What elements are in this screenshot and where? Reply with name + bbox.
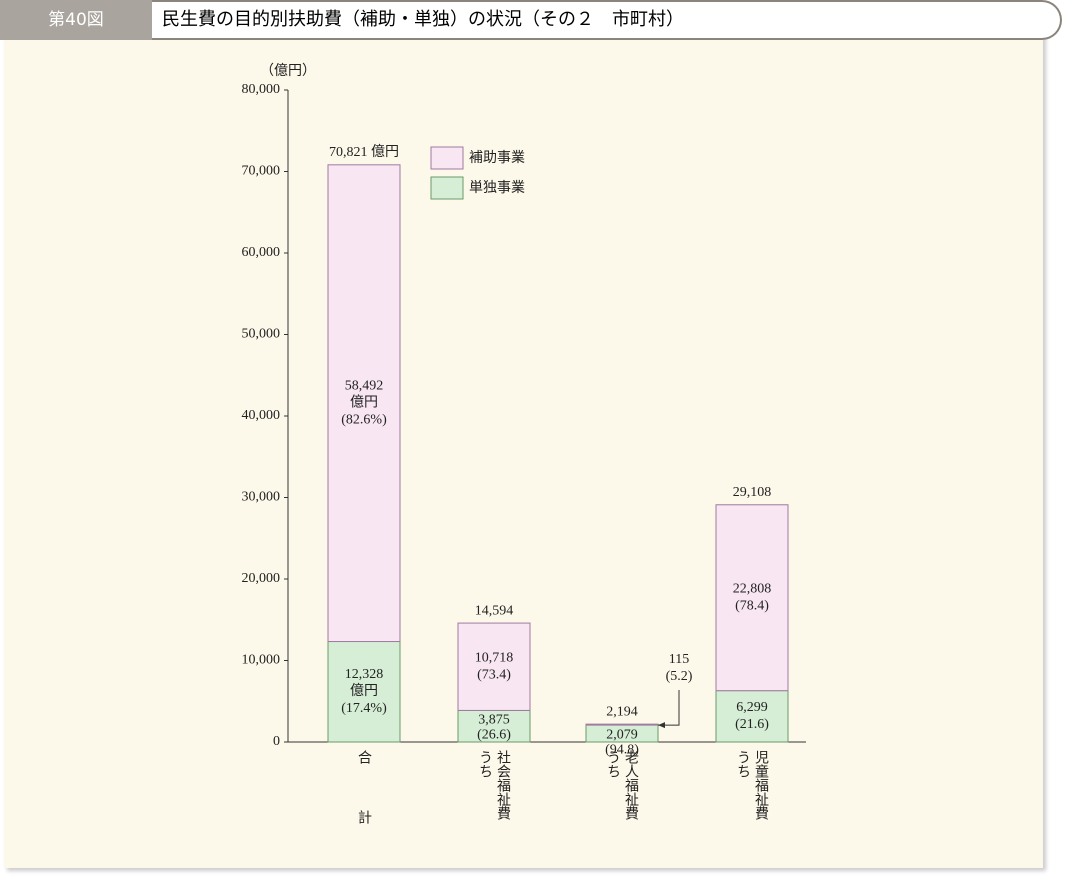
data-label: 億円 xyxy=(350,683,378,699)
total-label: 29,108 xyxy=(733,485,772,500)
data-label: 12,328 xyxy=(345,667,384,682)
bar-segment xyxy=(327,641,401,743)
data-label: 3,875 xyxy=(478,713,510,728)
data-label: (21.6) xyxy=(735,717,769,732)
legend-label: 補助事業 xyxy=(469,150,525,166)
data-label: (73.4) xyxy=(477,667,511,682)
data-label: 115 xyxy=(669,652,689,667)
y-unit: （億円） xyxy=(260,63,316,79)
leader-line xyxy=(658,690,680,726)
y-tick-label: 30,000 xyxy=(242,490,281,505)
data-label: (78.4) xyxy=(735,598,769,613)
bar-segment xyxy=(715,504,789,692)
y-tick-label: 80,000 xyxy=(242,82,281,97)
data-label: 22,808 xyxy=(733,581,772,596)
data-label: 2,079 xyxy=(606,727,638,742)
bar-segment xyxy=(585,723,659,726)
y-tick-label: 10,000 xyxy=(242,653,281,668)
category-label: うち 児童福祉費 xyxy=(735,750,769,820)
data-label: (82.6%) xyxy=(341,412,387,427)
legend-label: 単独事業 xyxy=(469,180,525,196)
total-label: 14,594 xyxy=(475,603,514,618)
y-tick-label: 0 xyxy=(273,734,280,749)
legend-swatch xyxy=(430,176,464,200)
data-label: (17.4%) xyxy=(341,701,387,716)
data-label: 58,492 xyxy=(345,378,384,393)
y-tick-label: 20,000 xyxy=(242,571,281,586)
y-tick-label: 70,000 xyxy=(242,164,281,179)
category-label: うち 社会福祉費 xyxy=(477,750,511,820)
data-label: (26.6) xyxy=(477,728,511,743)
data-label: (5.2) xyxy=(666,669,693,684)
bar-segment xyxy=(457,709,531,743)
category-label: 合計 xyxy=(356,750,372,870)
figure-title: 民生費の目的別扶助費（補助・単独）の状況（その２ 市町村） xyxy=(152,0,1062,40)
total-label: 70,821 億円 xyxy=(329,144,399,160)
data-label: (94.8) xyxy=(605,742,639,757)
y-tick-label: 60,000 xyxy=(242,245,281,260)
legend-swatch xyxy=(430,146,464,170)
category-label: うち 老人福祉費 xyxy=(605,750,639,820)
data-label: 億円 xyxy=(350,394,378,410)
figure-number: 第40図 xyxy=(0,0,152,40)
y-tick-label: 40,000 xyxy=(242,408,281,423)
bar-segment xyxy=(327,164,401,643)
y-tick-label: 50,000 xyxy=(242,327,281,342)
bar-segment xyxy=(715,690,789,743)
data-label: 6,299 xyxy=(736,700,768,715)
total-label: 2,194 xyxy=(606,704,638,719)
bar-segment xyxy=(457,622,531,711)
data-label: 10,718 xyxy=(475,650,514,665)
leader-arrow xyxy=(658,722,665,729)
